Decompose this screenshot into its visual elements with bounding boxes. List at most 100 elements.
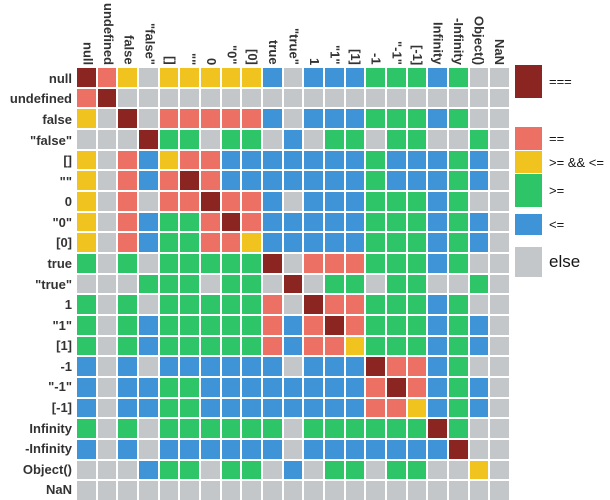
- grid-cell: [221, 357, 241, 376]
- grid-cell: [221, 377, 241, 397]
- grid-cell: [386, 88, 406, 108]
- grid-cell: [304, 439, 323, 459]
- row-label: "false": [30, 132, 72, 148]
- grid-cell: [118, 253, 137, 273]
- grid-cell: [138, 336, 158, 356]
- col-label: -Infinity: [450, 18, 466, 65]
- grid-cell: [77, 419, 96, 438]
- grid-cell: [386, 212, 406, 232]
- grid-cell: [283, 68, 303, 87]
- grid-cell: [324, 150, 344, 170]
- grid-cell: [180, 481, 199, 500]
- grid-cell: [283, 253, 303, 273]
- legend-swatch: [515, 214, 542, 235]
- row-label: -1: [60, 358, 72, 374]
- grid-cell: [324, 357, 344, 376]
- grid-cell: [118, 88, 137, 108]
- grid-cell: [469, 109, 489, 128]
- grid-cell: [283, 150, 303, 170]
- col-label: NaN: [492, 38, 508, 65]
- grid-cell: [366, 315, 385, 335]
- grid-cell: [118, 233, 137, 252]
- grid-cell: [324, 398, 344, 418]
- grid-cell: [345, 129, 365, 149]
- grid-cell: [262, 398, 282, 418]
- grid-cell: [180, 109, 199, 128]
- grid-cell: [386, 191, 406, 211]
- grid-cell: [324, 233, 344, 252]
- grid-cell: [97, 398, 117, 418]
- grid-cell: [180, 68, 199, 87]
- grid-cell: [428, 253, 447, 273]
- grid-cell: [180, 191, 199, 211]
- grid-cell: [448, 460, 468, 480]
- grid-cell: [490, 68, 509, 87]
- grid-cell: [428, 460, 447, 480]
- grid-cell: [448, 295, 468, 314]
- grid-cell: [283, 274, 303, 294]
- grid-cell: [366, 274, 385, 294]
- grid-cell: [97, 171, 117, 190]
- grid-cell: [180, 129, 199, 149]
- grid-cell: [490, 336, 509, 356]
- grid-cell: [469, 88, 489, 108]
- grid-cell: [345, 315, 365, 335]
- grid-cell: [97, 212, 117, 232]
- grid-cell: [138, 419, 158, 438]
- grid-cell: [242, 295, 261, 314]
- grid-cell: [262, 377, 282, 397]
- grid-cell: [407, 191, 427, 211]
- grid-cell: [345, 233, 365, 252]
- grid-cell: [407, 315, 427, 335]
- grid-cell: [448, 253, 468, 273]
- grid-cell: [428, 88, 447, 108]
- grid-cell: [345, 88, 365, 108]
- grid-cell: [200, 253, 220, 273]
- grid-cell: [386, 460, 406, 480]
- grid-cell: [428, 233, 447, 252]
- grid-cell: [262, 439, 282, 459]
- grid-cell: [345, 357, 365, 376]
- grid-cell: [242, 377, 261, 397]
- grid-cell: [304, 315, 323, 335]
- legend-item: ==: [515, 127, 564, 150]
- row-label: "": [59, 173, 72, 189]
- grid-cell: [138, 481, 158, 500]
- legend-item: >= && <=: [515, 151, 604, 173]
- grid-cell: [221, 295, 241, 314]
- grid-cell: [283, 109, 303, 128]
- col-label: "true": [286, 28, 302, 65]
- legend-swatch: [515, 65, 542, 98]
- grid-cell: [221, 150, 241, 170]
- col-label: [0]: [245, 49, 261, 65]
- grid-cell: [180, 336, 199, 356]
- grid-cell: [221, 419, 241, 438]
- grid-cell: [469, 377, 489, 397]
- grid-cell: [366, 212, 385, 232]
- grid-cell: [345, 109, 365, 128]
- grid-cell: [242, 419, 261, 438]
- grid-cell: [221, 191, 241, 211]
- legend-label: ==: [549, 131, 565, 146]
- grid-cell: [221, 315, 241, 335]
- grid-cell: [221, 68, 241, 87]
- grid-cell: [200, 398, 220, 418]
- grid-cell: [242, 88, 261, 108]
- grid-cell: [242, 150, 261, 170]
- grid-cell: [242, 109, 261, 128]
- grid-cell: [118, 109, 137, 128]
- grid-cell: [366, 68, 385, 87]
- grid-cell: [469, 419, 489, 438]
- grid-cell: [262, 171, 282, 190]
- grid-cell: [97, 68, 117, 87]
- grid-cell: [77, 439, 96, 459]
- grid-cell: [138, 253, 158, 273]
- grid-cell: [428, 150, 447, 170]
- grid-cell: [221, 336, 241, 356]
- grid-cell: [366, 336, 385, 356]
- grid-cell: [366, 377, 385, 397]
- grid-cell: [262, 336, 282, 356]
- grid-cell: [97, 315, 117, 335]
- legend-label: <=: [549, 217, 565, 232]
- grid-cell: [428, 398, 447, 418]
